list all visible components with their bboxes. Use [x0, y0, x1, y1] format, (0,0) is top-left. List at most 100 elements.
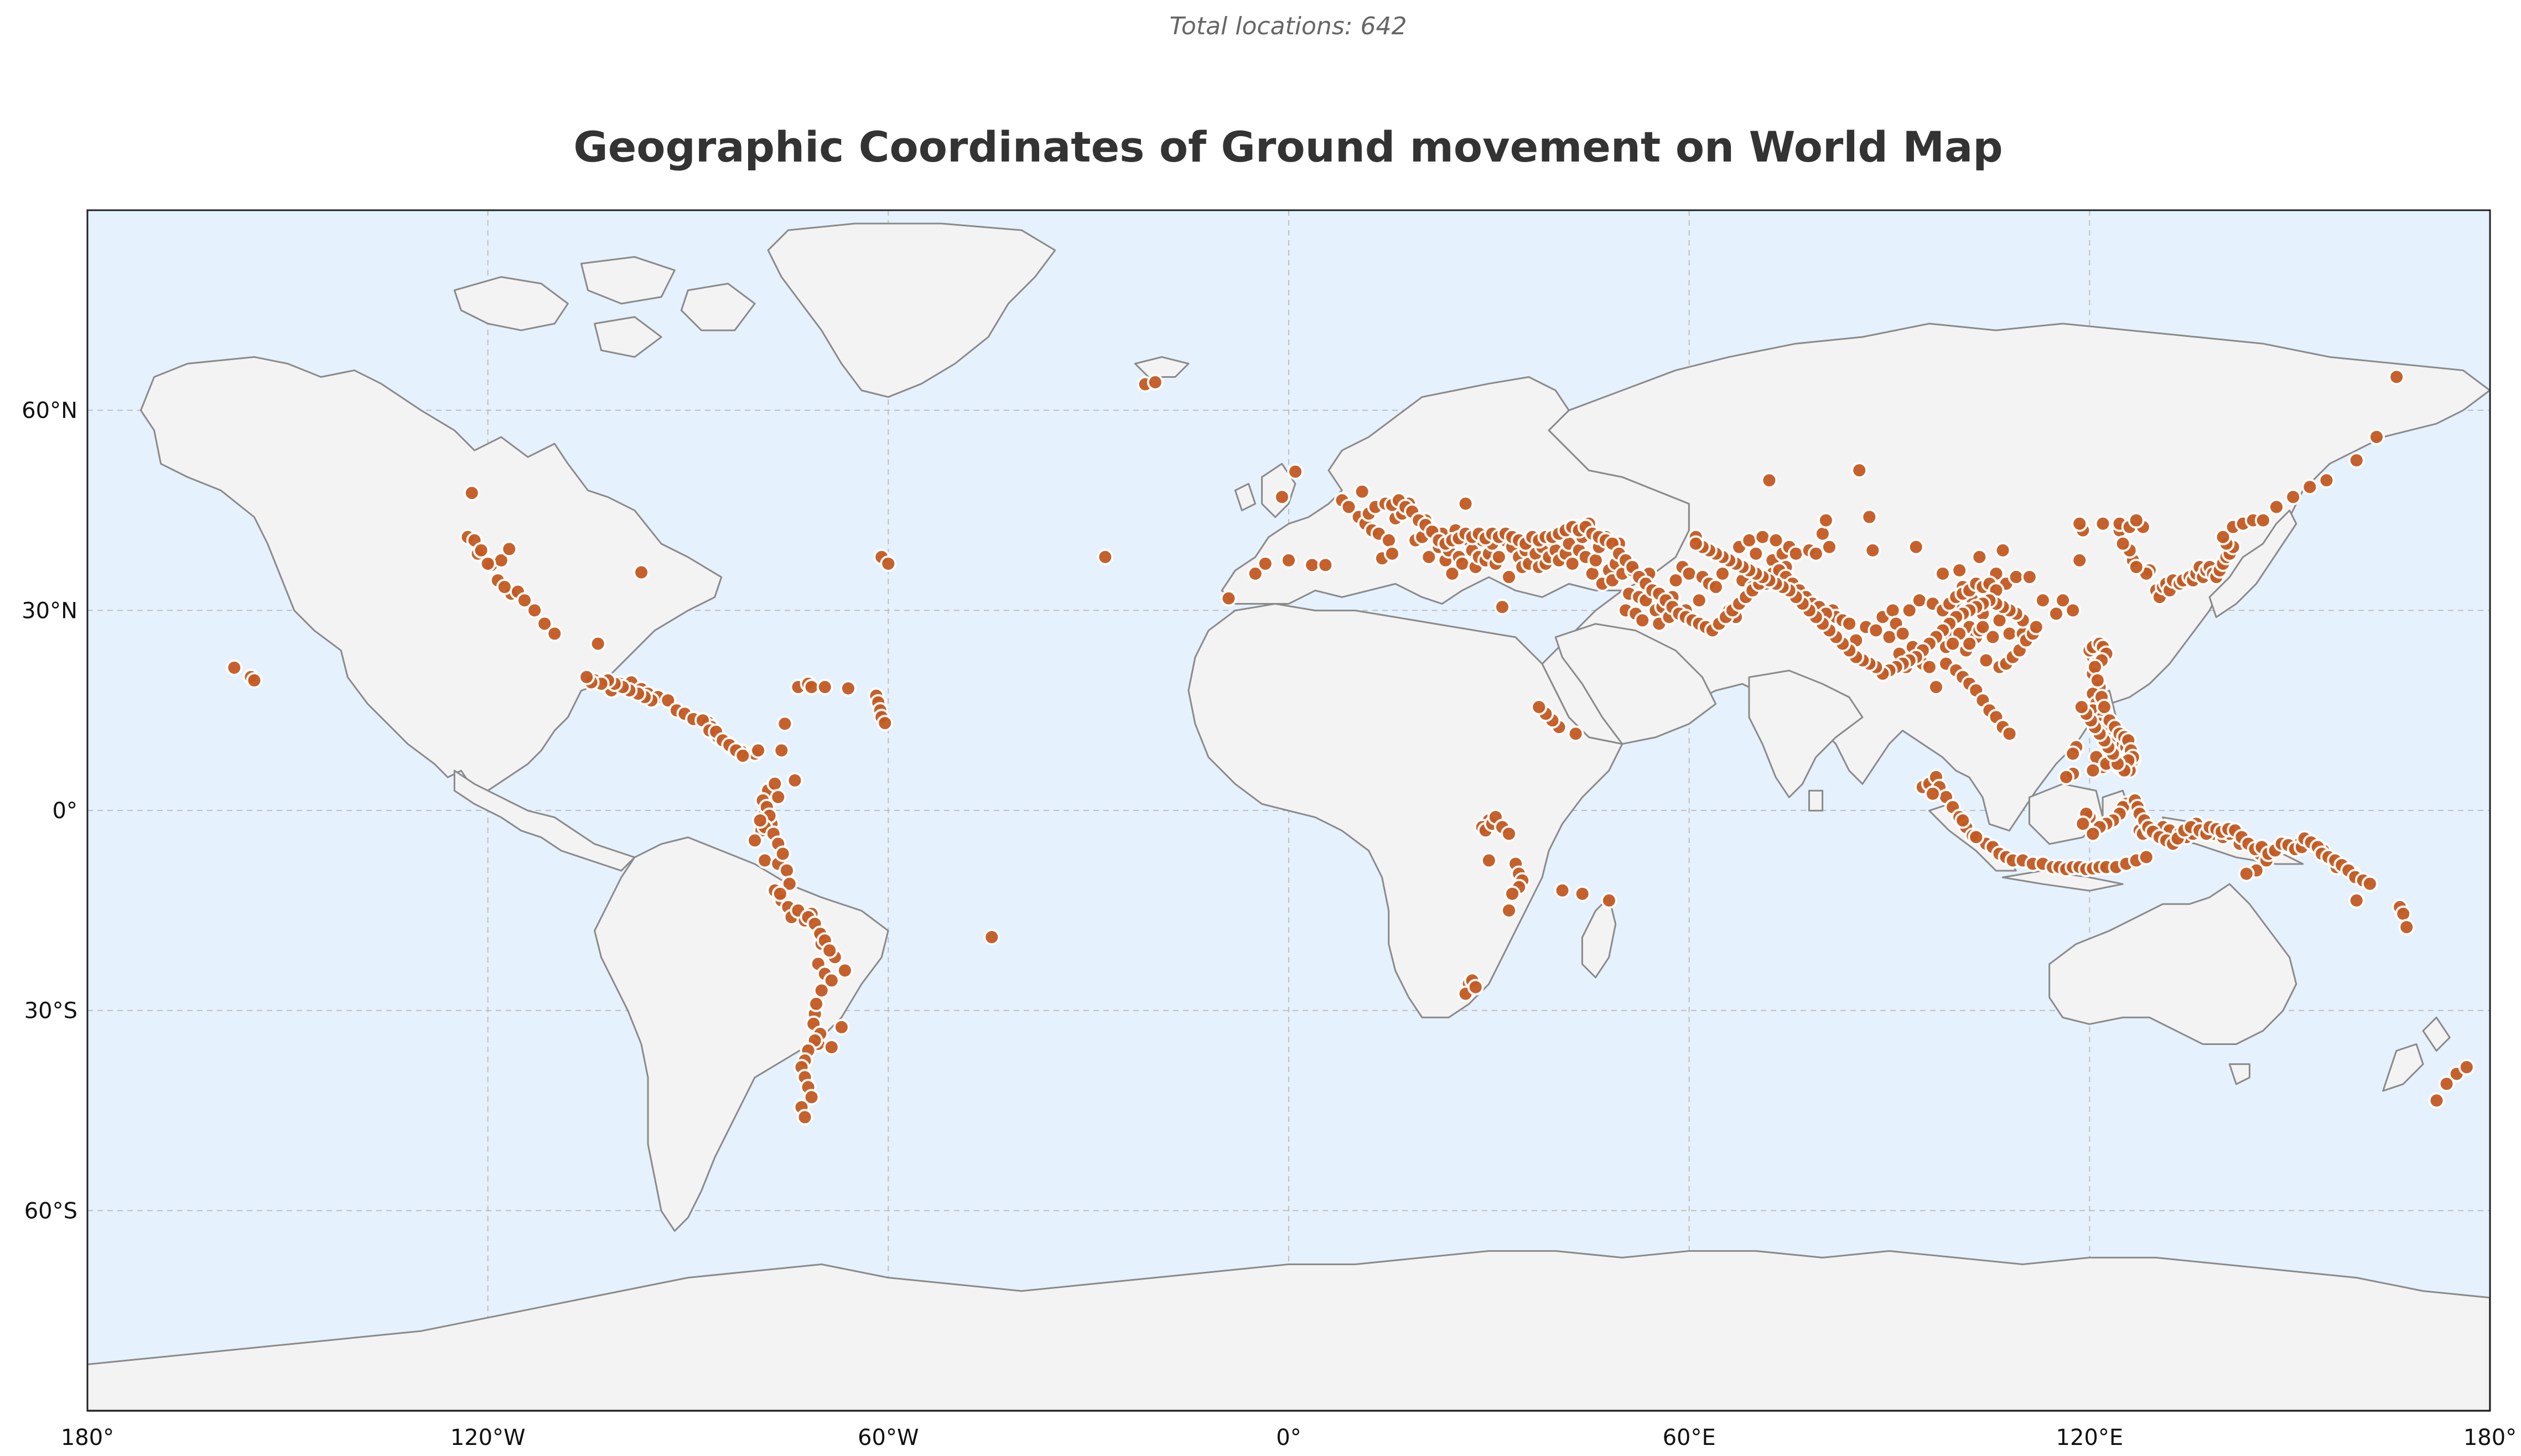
location-marker	[589, 635, 606, 652]
location-marker	[2064, 602, 2082, 619]
location-marker	[1820, 538, 1838, 555]
map-frame	[86, 209, 2491, 1412]
location-marker	[1944, 635, 1962, 652]
location-marker	[501, 540, 518, 558]
location-marker	[839, 680, 857, 697]
location-marker	[1971, 548, 1988, 565]
location-marker	[2094, 515, 2112, 532]
location-marker	[1564, 555, 1581, 572]
location-marker	[821, 942, 838, 959]
location-marker	[823, 1038, 840, 1055]
landmasses	[87, 223, 2490, 1411]
location-marker	[1951, 562, 1968, 579]
location-marker	[1680, 565, 1698, 583]
total-locations-subtitle: Total locations: 642	[1169, 12, 1407, 40]
location-marker	[2395, 905, 2412, 922]
location-marker	[1340, 498, 1357, 516]
location-marker	[1978, 652, 1995, 669]
location-marker	[2058, 768, 2075, 786]
location-marker	[2074, 815, 2092, 833]
location-marker	[734, 747, 751, 765]
location-marker	[1868, 622, 1885, 639]
location-marker	[1974, 618, 1991, 636]
location-marker	[2086, 658, 2103, 675]
location-marker	[1273, 488, 1290, 506]
location-marker	[1353, 483, 1371, 500]
location-marker	[1924, 785, 1941, 802]
location-marker	[1884, 602, 1901, 619]
landmass-north-america	[141, 357, 721, 791]
location-marker	[770, 788, 787, 805]
landmass-japan	[2209, 511, 2296, 617]
location-marker	[750, 742, 767, 759]
location-marker	[1690, 592, 1708, 609]
x-tick-label: 180°	[2463, 1425, 2517, 1450]
location-marker	[781, 875, 798, 892]
y-tick-label: 60°N	[22, 398, 77, 424]
location-marker	[773, 742, 790, 759]
location-marker	[1714, 565, 1731, 583]
location-marker	[2438, 1075, 2455, 1093]
location-marker	[816, 678, 833, 695]
location-marker	[2428, 1092, 2445, 1109]
location-marker	[2268, 498, 2285, 516]
location-marker	[1901, 602, 1918, 619]
map-plot-area	[86, 209, 2491, 1412]
location-marker	[1907, 538, 1925, 555]
location-marker	[756, 852, 774, 869]
location-marker	[1247, 565, 1264, 583]
location-marker	[2071, 515, 2088, 532]
x-tick-label: 180°	[61, 1425, 114, 1450]
location-marker	[836, 962, 853, 979]
location-marker	[1257, 555, 1274, 572]
location-marker	[1457, 495, 1474, 512]
location-marker	[2128, 512, 2145, 529]
location-marker	[2368, 428, 2385, 445]
location-markers	[226, 368, 2475, 1126]
location-marker	[2398, 918, 2415, 935]
location-marker	[2361, 875, 2378, 892]
location-marker	[1304, 557, 1321, 574]
location-marker	[1634, 612, 1651, 629]
location-marker	[1280, 552, 1297, 569]
location-marker	[2055, 592, 2072, 609]
location-marker	[1501, 902, 1518, 919]
location-marker	[2114, 535, 2131, 552]
location-marker	[1687, 535, 1704, 552]
location-marker	[1984, 628, 2001, 646]
location-marker	[2021, 569, 2038, 586]
location-marker	[1754, 528, 1771, 545]
location-marker	[803, 678, 820, 695]
location-marker	[2064, 745, 2082, 762]
location-marker	[1097, 548, 1114, 565]
location-marker	[1994, 542, 2011, 559]
location-marker	[779, 862, 796, 879]
location-marker	[1741, 532, 1758, 549]
location-marker	[2301, 479, 2318, 496]
location-marker	[1921, 658, 1938, 675]
location-marker	[983, 929, 1000, 946]
y-tick-label: 60°S	[24, 1198, 77, 1224]
location-marker	[1220, 590, 1237, 607]
landmass-new-zealand	[2383, 1017, 2450, 1091]
x-tick-label: 120°E	[2056, 1425, 2124, 1450]
location-marker	[751, 812, 769, 829]
x-tick-label: 120°W	[450, 1425, 526, 1450]
location-marker	[479, 555, 496, 572]
location-marker	[1501, 569, 1518, 586]
location-marker	[2001, 725, 2018, 742]
location-marker	[774, 845, 791, 862]
location-marker	[1787, 545, 1804, 562]
landmass-india	[1749, 670, 1863, 797]
location-marker	[2285, 488, 2302, 506]
location-marker	[2001, 625, 2018, 642]
landmass-arctic-islands	[454, 257, 755, 357]
landmass-iceland	[1135, 357, 1188, 377]
location-marker	[1587, 552, 1604, 569]
location-marker	[1894, 625, 1911, 642]
location-marker	[246, 672, 263, 689]
location-marker	[633, 564, 650, 581]
location-marker	[771, 885, 789, 902]
location-marker	[813, 982, 830, 999]
landmass-central-america	[454, 771, 635, 871]
